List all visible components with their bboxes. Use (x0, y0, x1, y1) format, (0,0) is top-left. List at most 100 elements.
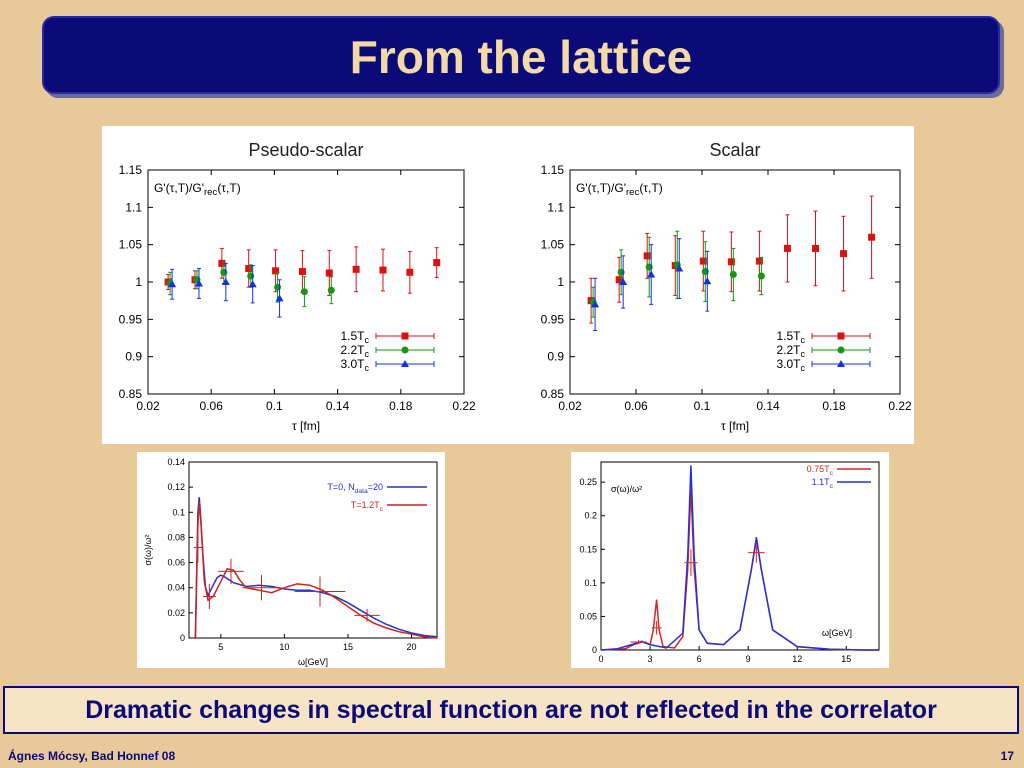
x-axis-label: ω[GeV] (298, 657, 328, 667)
legend-label: 1.1Tc​ (812, 477, 834, 490)
data-point (675, 264, 684, 272)
legend-label: 2.2Tc​ (340, 343, 369, 359)
y-axis-label: σ(ω)/ω² (143, 534, 153, 565)
data-point (433, 259, 441, 267)
footer-author: Ágnes Mócsy, Bad Honnef 08 (8, 749, 176, 763)
x-tick-label: 0.1 (694, 399, 711, 413)
legend-label: 0.75Tc​ (807, 464, 834, 477)
data-point (327, 286, 335, 294)
x-tick-label: 0.14 (326, 399, 350, 413)
x-tick-label: 0.02 (558, 399, 582, 413)
legend-label: 3.0Tc​ (340, 357, 369, 373)
y-tick-label: 0.06 (167, 558, 185, 568)
y-tick-label: 0 (180, 633, 185, 643)
y-tick-label: 0.25 (579, 477, 597, 487)
page-number: 17 (1000, 749, 1014, 763)
y-tick-label: 1 (557, 275, 564, 289)
legend-label: 2.2Tc​ (776, 343, 805, 359)
y-tick-label: 0.1 (172, 507, 185, 517)
data-point (248, 280, 257, 288)
scalar-chart: Scalar 0.02 0.06 0.1 0.14 0.18 0.22 0.85 0.9 0.95… (541, 140, 912, 433)
y-tick-label: 1.05 (541, 238, 565, 252)
x-tick-label: 15 (343, 642, 353, 652)
y-quantity-label: G'(τ,T)/G'rec​(τ,T) (154, 181, 241, 198)
series-3.0Tc (168, 262, 284, 318)
data-point (619, 278, 628, 285)
y-tick-label: 0.95 (119, 312, 143, 326)
data-point (727, 258, 735, 266)
spectral-function-panel-left: 5 10 15 20 0 0.02 0.04 0.06 0.08 0.1 0.12 0.14 ω[GeV… (137, 452, 445, 668)
data-point (647, 270, 656, 278)
x-axis-label: ω[GeV] (822, 628, 852, 638)
y-tick-label: 0.15 (579, 544, 597, 554)
x-tick-label: 0.02 (136, 399, 160, 413)
x-tick-label: 12 (792, 654, 802, 664)
x-tick-label: 9 (746, 654, 751, 664)
y-axis-label: σ(ω)/ω² (611, 484, 642, 494)
legend-label: 3.0Tc​ (776, 357, 805, 373)
chart-title: Scalar (709, 140, 760, 160)
y-tick-label: 0.14 (167, 457, 185, 467)
x-tick-label: 0.1 (266, 399, 283, 413)
y-tick-label: 0.02 (167, 608, 185, 618)
data-point (755, 257, 763, 265)
y-tick-label: 0.12 (167, 482, 185, 492)
x-tick-label: 6 (697, 654, 702, 664)
y-tick-label: 0.05 (579, 611, 597, 621)
y-tick-label: 0.85 (541, 387, 565, 401)
data-point (703, 277, 712, 285)
series-line-0.75Tc (600, 488, 879, 651)
plot-frame (188, 461, 438, 639)
y-tick-label: 1.15 (119, 163, 143, 177)
x-tick-label: 0.18 (822, 399, 846, 413)
y-tick-label: 0.2 (584, 511, 597, 521)
conclusion-text: Dramatic changes in spectral function ar… (85, 696, 937, 724)
y-tick-label: 0.9 (125, 350, 142, 364)
series-1.5Tc (587, 195, 876, 324)
data-point (272, 267, 280, 275)
data-point (221, 278, 230, 285)
y-tick-label: 0.85 (119, 387, 143, 401)
x-tick-label: 0.14 (756, 399, 780, 413)
slide-title: From the lattice (349, 31, 693, 83)
data-point (729, 271, 737, 279)
x-tick-label: 0.06 (200, 399, 224, 413)
data-point (699, 257, 707, 265)
y-tick-label: 0.04 (167, 583, 185, 593)
x-tick-label: 0.22 (452, 399, 476, 413)
series-2.2Tc (589, 230, 765, 318)
x-tick-label: 10 (279, 642, 289, 652)
legend-marker (837, 346, 845, 354)
data-point (840, 250, 848, 258)
legend-label: 1.5Tc​ (776, 329, 805, 345)
data-point (379, 266, 387, 274)
lattice-correlator-panel: Pseudo-scalar 0.02 0.06 0.1 0.14 0.18 0.22 0.85… (102, 126, 914, 444)
x-tick-label: 20 (407, 642, 417, 652)
spectral-function-chart-left: 5 10 15 20 0 0.02 0.04 0.06 0.08 0.1 0.12 0.14 ω[GeV… (143, 457, 438, 667)
y-tick-label: 1 (135, 275, 142, 289)
x-axis-label: τ [fm] (721, 419, 749, 433)
spectral-function-panel-right: 0 3 6 9 12 15 0 0.05 0.1 0.15 0.2 0.25 ω[GeV] σ(ω)/ω²… (571, 452, 889, 668)
y-quantity-label: G'(τ,T)/G'rec​(τ,T) (576, 181, 663, 198)
data-point (300, 288, 308, 296)
y-tick-label: 0.95 (541, 312, 565, 326)
legend-marker (837, 332, 845, 340)
x-tick-label: 0 (598, 654, 603, 664)
data-point (168, 280, 177, 288)
legend-label: T=1.2Tc​ (351, 500, 384, 513)
data-point (245, 265, 253, 273)
y-tick-label: 1.1 (125, 200, 142, 214)
series-line-T=1.2Tc (194, 502, 438, 639)
x-tick-label: 15 (841, 654, 851, 664)
plot-frame (600, 461, 880, 651)
legend-label: 1.5Tc​ (340, 329, 369, 345)
y-tick-label: 0 (592, 645, 597, 655)
x-axis-label: τ [fm] (292, 419, 320, 433)
x-tick-label: 0.18 (389, 399, 413, 413)
y-tick-label: 0.1 (584, 578, 597, 588)
y-tick-label: 0.9 (547, 350, 564, 364)
x-tick-label: 3 (648, 654, 653, 664)
data-point (406, 268, 414, 276)
legend-marker (401, 360, 409, 367)
data-point (812, 244, 819, 252)
